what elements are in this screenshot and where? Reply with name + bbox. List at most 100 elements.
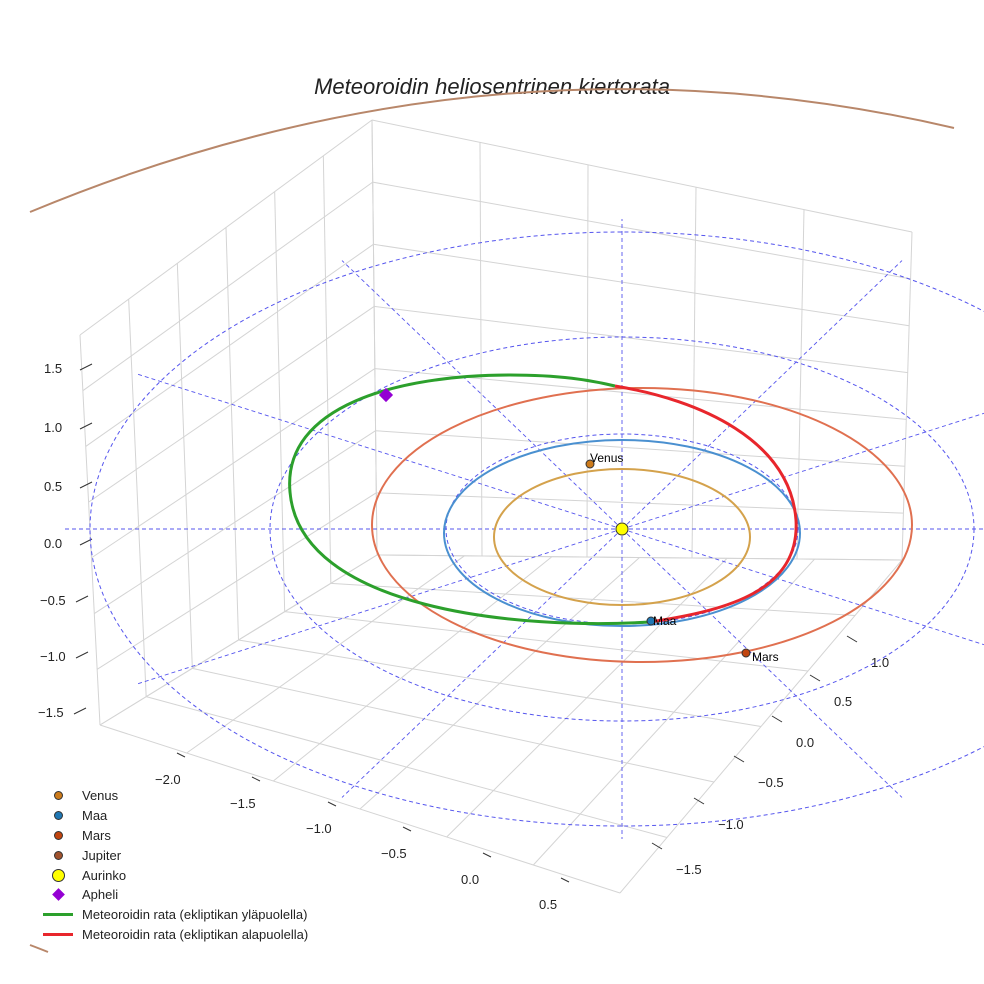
grid-line: [376, 492, 904, 514]
legend-marker: [51, 888, 65, 902]
legend-symbol: [40, 888, 76, 902]
legend-item-maa: Maa: [40, 806, 308, 826]
y-tick-mark: [771, 715, 783, 723]
legend-item-apheli: Apheli: [40, 885, 308, 905]
z-tick-mark: [79, 363, 93, 371]
x-tick-mark: [176, 752, 186, 758]
z-tick-mark: [73, 707, 87, 715]
legend-item-jupiter: Jupiter: [40, 845, 308, 865]
z-tick-label: −1.0: [40, 649, 66, 664]
legend-marker: [53, 791, 63, 801]
legend-symbol: [40, 868, 76, 882]
legend-marker: [53, 830, 63, 840]
reference-radial: [341, 260, 623, 530]
reference-radial: [621, 528, 984, 646]
grid-line: [273, 556, 553, 782]
x-tick-mark: [482, 852, 492, 858]
grid-line: [691, 187, 697, 559]
z-tick-label: 1.5: [44, 361, 62, 376]
reference-circles: [62, 219, 984, 839]
legend-marker: [53, 850, 63, 860]
aphelion-marker: [378, 387, 394, 403]
venus-marker: [585, 459, 595, 469]
z-tick-label: −1.5: [38, 705, 64, 720]
legend-marker: [51, 868, 65, 882]
grid-line: [371, 119, 913, 233]
y-tick-mark: [846, 635, 858, 643]
legend-symbol: [40, 932, 76, 936]
z-tick-mark: [75, 651, 89, 659]
x-tick-label: −1.5: [230, 796, 256, 811]
y-tick-label: −0.5: [758, 775, 784, 790]
grid-line: [375, 430, 905, 467]
legend-symbol: [40, 811, 76, 821]
grid-line: [446, 557, 728, 838]
legend-label: Jupiter: [82, 847, 122, 863]
legend-marker: [43, 932, 73, 936]
legend: Venus Maa Mars Jupiter Aurinko Apheli Meteoroi…: [40, 786, 308, 944]
y-tick-mark: [693, 797, 705, 805]
legend-item-below: Meteoroidin rata (ekliptikan alapuolella…: [40, 925, 308, 945]
reference-radial: [136, 373, 623, 530]
x-tick-label: −2.0: [155, 772, 181, 787]
legend-label: Apheli: [82, 887, 119, 903]
legend-symbol: [40, 791, 76, 801]
grid-line: [372, 181, 911, 280]
y-tick-label: 0.5: [834, 694, 852, 709]
mars-orbit: [371, 387, 913, 663]
legend-marker: [43, 913, 73, 917]
y-tick-mark: [809, 674, 821, 682]
grid-line: [322, 155, 332, 584]
grid-line: [186, 555, 465, 754]
grid-line: [128, 299, 147, 697]
legend-marker: [53, 811, 63, 821]
z-tick-label: 0.0: [44, 536, 62, 551]
grid-line: [901, 231, 913, 561]
grid-line: [479, 142, 483, 557]
jupiter-orbit: [29, 88, 955, 213]
legend-symbol: [40, 830, 76, 840]
x-tick-mark: [402, 826, 412, 832]
legend-label: Aurinko: [82, 867, 127, 883]
legend-label: Mars: [82, 827, 111, 843]
venus-orbit: [493, 468, 751, 606]
legend-symbol: [40, 850, 76, 860]
reference-radial: [136, 528, 623, 685]
legend-label: Meteoroidin rata (ekliptikan yläpuolella…: [82, 907, 308, 923]
reference-radial: [621, 412, 984, 530]
y-tick-mark: [733, 755, 745, 763]
earth-orbit: [443, 439, 801, 627]
x-tick-label: −1.0: [306, 821, 332, 836]
grid-line: [619, 559, 903, 894]
z-tick-mark: [75, 595, 89, 603]
reference-radial: [341, 528, 623, 798]
grid-line: [99, 554, 378, 726]
x-tick-mark: [327, 801, 337, 807]
x-tick-mark: [560, 877, 570, 883]
grid-line: [274, 191, 286, 612]
y-tick-label: −1.5: [676, 862, 702, 877]
grid-line: [586, 164, 589, 558]
x-tick-label: 0.0: [461, 872, 479, 887]
jupiter-orbit: [29, 944, 49, 953]
legend-label: Venus: [82, 788, 119, 804]
mars-label: Mars: [752, 650, 779, 664]
earth-label: Maa: [653, 614, 677, 628]
axis-grid: [79, 119, 913, 894]
axis-ticks: 1.5 1.0 0.5 0.0 −0.5 −1.0 −1.5 −2.0 −1.5 −1.0 −0.5…: [38, 361, 889, 912]
meteoroid-orbit-above: [288, 373, 651, 626]
z-tick-label: 0.5: [44, 479, 62, 494]
y-tick-label: 1.0: [871, 655, 889, 670]
grid-line: [225, 227, 239, 641]
legend-symbol: [40, 913, 76, 917]
bodies: Venus Maa Mars: [378, 387, 779, 664]
legend-item-venus: Venus: [40, 786, 308, 806]
sun-marker: [615, 522, 629, 536]
planet-orbits: [29, 88, 955, 953]
legend-item-aurinko: Aurinko: [40, 865, 308, 885]
grid-line: [176, 263, 193, 669]
legend-item-mars: Mars: [40, 826, 308, 846]
x-tick-label: 0.5: [539, 897, 557, 912]
x-tick-label: −0.5: [381, 846, 407, 861]
